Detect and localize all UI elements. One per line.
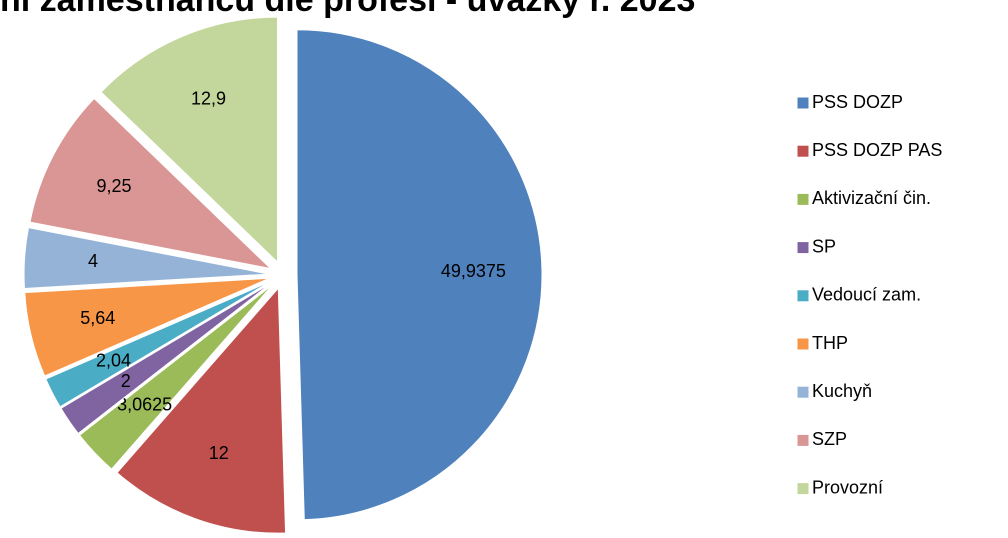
data-label: 12,9 — [191, 89, 226, 109]
legend-swatch — [796, 144, 810, 158]
legend-label: THP — [812, 333, 848, 353]
data-label: 4 — [88, 251, 98, 271]
pie-slice — [24, 277, 270, 377]
pie-slice — [296, 29, 543, 521]
legend-swatch — [796, 96, 810, 110]
legend-swatch — [796, 482, 810, 496]
pie-slice — [78, 284, 274, 470]
legend-swatch — [796, 192, 810, 206]
data-label: 49,9375 — [441, 261, 506, 281]
legend-label: PSS DOZP — [812, 92, 903, 112]
legend-swatch — [796, 241, 810, 255]
legend-label: SP — [812, 236, 836, 256]
data-label: 2 — [121, 371, 131, 391]
pie-slice — [23, 227, 270, 289]
data-label: 12 — [209, 443, 229, 463]
chart-title: ní zaměstnanců dle profesí - úvazky r. 2… — [0, 0, 695, 19]
data-label: 9,25 — [96, 176, 131, 196]
legend-label: SZP — [812, 429, 847, 449]
pie-slice — [100, 16, 279, 264]
data-label: 5,64 — [80, 308, 115, 328]
pie-slice — [29, 97, 273, 270]
legend-label: Vedoucí zam. — [812, 285, 921, 305]
legend-swatch — [796, 433, 810, 447]
pie-slice — [116, 286, 287, 534]
data-label: 2,04 — [96, 351, 131, 371]
pie-slice — [60, 282, 272, 435]
data-label: 3,0625 — [117, 395, 172, 415]
legend-swatch — [796, 289, 810, 303]
legend-label: Aktivizační čin. — [812, 188, 931, 208]
legend-label: PSS DOZP PAS — [812, 140, 942, 160]
legend-swatch — [796, 385, 810, 399]
legend-label: Kuchyň — [812, 381, 872, 401]
pie-slice — [45, 280, 271, 408]
legend-label: Provozní — [812, 477, 883, 497]
legend-swatch — [796, 337, 810, 351]
